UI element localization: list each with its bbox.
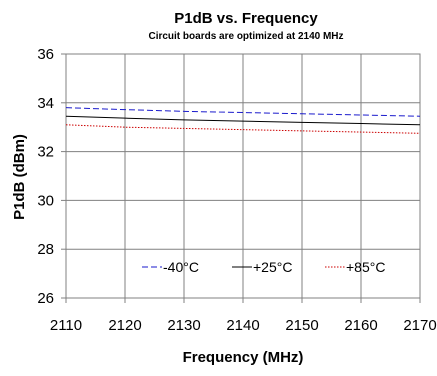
tick-labels: 2110 2120 2130 2140 2150 2160 2170 26 28 30 32 34 36 [37,46,436,334]
y-tick-label: 34 [37,95,54,112]
y-tick-label: 28 [37,241,54,258]
x-tick-label: 2110 [50,317,82,334]
x-tick-label: 2120 [108,317,141,334]
chart-title: P1dB vs. Frequency [174,10,318,27]
x-tick-label: 2130 [167,317,200,334]
y-tick-label: 32 [37,144,54,161]
series-layer [65,107,421,134]
grid-layer [61,53,421,303]
legend-label-2: +85°C [346,259,385,275]
y-axis-title: P1dB (dBm) [11,134,28,220]
x-axis-title: Frequency (MHz) [183,349,304,366]
y-tick-label: 30 [37,192,54,209]
y-tick-label: 26 [37,290,54,307]
series-line-2 [65,124,421,134]
legend-label-1: +25°C [253,259,292,275]
legend-label-0: -40°C [163,259,199,275]
x-tick-label: 2160 [344,317,377,334]
y-tick-label: 36 [37,46,54,63]
series-line-0 [65,107,421,117]
x-tick-label: 2150 [285,317,318,334]
plot-area [65,53,421,299]
chart-subtitle: Circuit boards are optimized at 2140 MHz [148,31,343,42]
x-tick-label: 2170 [403,317,436,334]
legend: -40°C +25°C +85°C [142,259,385,275]
series-line-1 [65,115,421,126]
x-tick-label: 2140 [226,317,259,334]
